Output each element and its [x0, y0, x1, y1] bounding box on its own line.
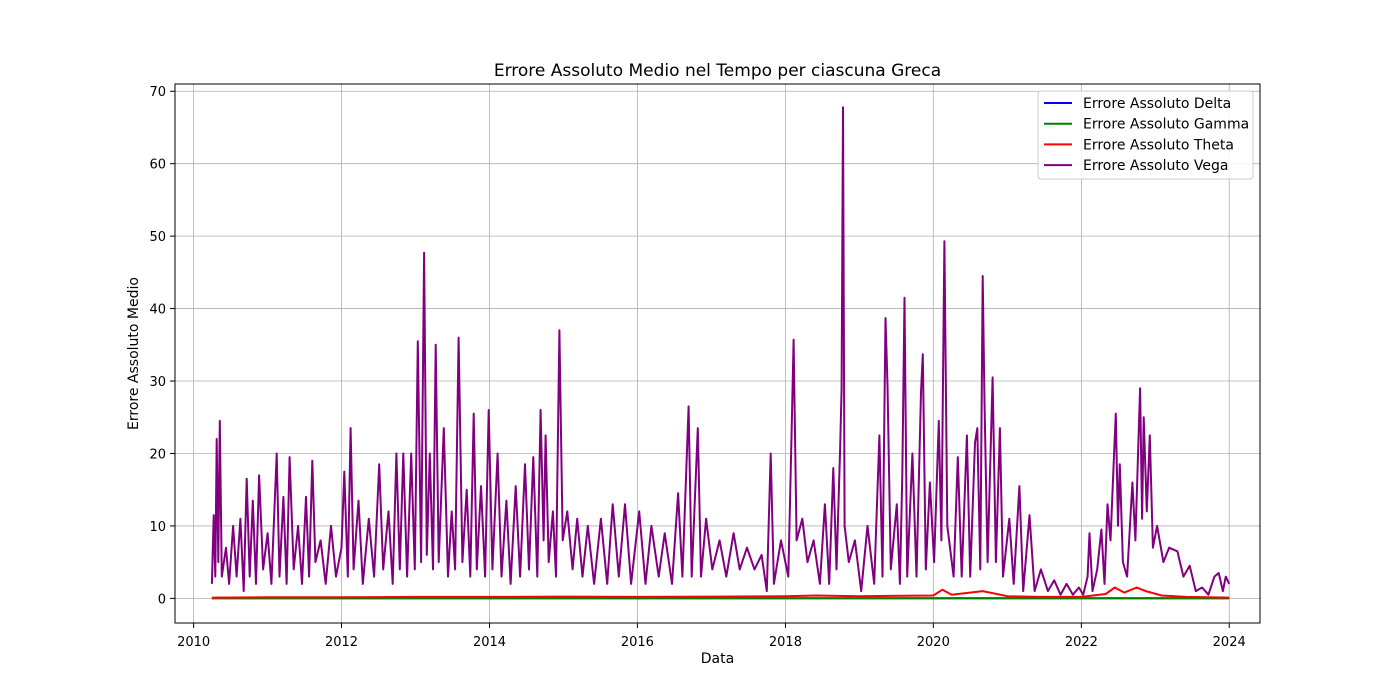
- y-tick-label: 30: [149, 375, 166, 390]
- series-line-errore-assoluto-vega: [210, 106, 1231, 596]
- x-tick-label: 2012: [325, 635, 358, 650]
- legend-label: Errore Assoluto Theta: [1083, 137, 1234, 153]
- chart-title: Errore Assoluto Medio nel Tempo per cias…: [494, 61, 941, 81]
- series-line-errore-assoluto-theta: [211, 586, 1230, 599]
- y-tick-label: 60: [149, 158, 166, 173]
- legend-box: [1037, 90, 1254, 180]
- legend-label: Errore Assoluto Vega: [1083, 158, 1228, 174]
- y-tick-label: 40: [149, 303, 166, 318]
- x-tick-label: 2014: [473, 635, 506, 650]
- y-tick-label: 20: [149, 447, 166, 462]
- y-tick-label: 10: [149, 520, 166, 535]
- y-tick-label: 0: [158, 592, 166, 607]
- x-axis-title: Data: [701, 651, 734, 667]
- plot-frame: [174, 83, 1261, 624]
- x-tick-label: 2010: [177, 635, 210, 650]
- legend-label: Errore Assoluto Gamma: [1083, 117, 1249, 133]
- x-axis-ticks: 2010 2012 2014 2016 2018 2020 2022 2024: [177, 623, 1246, 650]
- x-tick-label: 2018: [769, 635, 802, 650]
- y-axis-title: Errore Assoluto Medio: [126, 277, 142, 430]
- x-tick-label: 2020: [917, 635, 950, 650]
- series-lines: [210, 106, 1231, 600]
- x-tick-label: 2024: [1213, 635, 1246, 650]
- legend: Errore Assoluto Delta Errore Assoluto Gam…: [1037, 90, 1254, 180]
- y-axis-ticks: 0 10 20 30 40 50 60 70: [149, 85, 175, 607]
- y-tick-label: 70: [149, 85, 166, 100]
- x-tick-label: 2022: [1065, 635, 1098, 650]
- legend-label: Errore Assoluto Delta: [1083, 96, 1231, 112]
- x-tick-label: 2016: [621, 635, 654, 650]
- y-tick-label: 50: [149, 230, 166, 245]
